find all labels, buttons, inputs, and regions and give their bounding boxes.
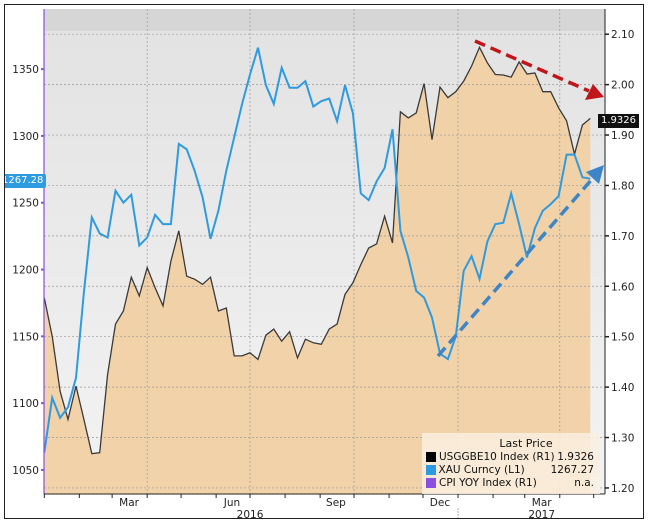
legend-value: 1267.27	[550, 463, 594, 476]
legend-swatch-blue	[426, 464, 436, 475]
legend-item-usggbe10: USGGBE10 Index (R1) 1.9326	[422, 450, 600, 463]
right-axis-tick-label: 1.20	[611, 483, 634, 495]
right-axis-tick-label: 1.30	[611, 433, 634, 445]
x-axis-year-label: 2016	[237, 509, 264, 519]
x-axis-year-label: 2017	[528, 509, 555, 519]
red-trend-arrow-line	[474, 39, 590, 93]
right-axis-tick-label: 1.50	[611, 332, 634, 344]
legend-item-cpi: CPI YOY Index (R1) n.a.	[422, 476, 600, 489]
left-last-value-badge: 1267.28	[4, 174, 47, 188]
blue-trend-arrow-line	[436, 176, 595, 358]
legend-item-xau: XAU Curncy (L1) 1267.27	[422, 463, 600, 476]
right-axis-tick-label: 1.90	[611, 130, 634, 142]
right-badge-text: 1.9326	[601, 115, 636, 126]
legend-value: 1.9326	[557, 450, 594, 463]
right-axis-tick-label: 1.40	[611, 382, 634, 394]
right-axis-tick-label: 1.60	[611, 281, 634, 293]
x-axis-tick-label: Mar	[119, 497, 139, 509]
red-trend-arrowhead	[585, 84, 604, 100]
legend-title: Last Price	[499, 437, 553, 450]
right-axis-tick-label: 1.80	[611, 180, 634, 192]
legend: Last Price USGGBE10 Index (R1) 1.9326 XA…	[422, 433, 600, 494]
chart-svg: 1050 1100 1150 1200 1250 1300 1350 1.20 1.30 1.40…	[12, 9, 634, 519]
legend-swatch-purple	[426, 477, 436, 488]
breakeven-line	[43, 45, 591, 455]
gold-price-line	[43, 47, 591, 453]
chart-frame: 1050 1100 1150 1200 1250 1300 1350 1.20 1.30 1.40…	[4, 4, 644, 519]
x-axis-tick-label: Jun	[223, 497, 240, 509]
plot-top-band	[44, 9, 605, 31]
legend-name: CPI YOY Index (R1)	[439, 476, 537, 489]
x-axis-tick-label: Mar	[532, 497, 552, 509]
left-axis-tick-label: 1150	[12, 331, 39, 343]
right-axis-tick-label: 1.70	[611, 231, 634, 243]
left-axis-tick-label: 1350	[12, 64, 39, 76]
left-axis-tick-label: 1300	[12, 131, 39, 143]
blue-trend-arrowhead	[586, 165, 604, 184]
breakeven-area	[44, 47, 591, 495]
left-axis-tick-label: 1050	[12, 465, 39, 477]
legend-value: n.a.	[574, 476, 594, 489]
legend-name: XAU Curncy (L1)	[438, 463, 525, 476]
right-last-value-badge: 1.9326	[598, 114, 639, 128]
right-axis-tick-label: 2.00	[611, 80, 634, 92]
right-axis-tick-label: 2.10	[611, 29, 634, 41]
x-axis-tick-label: Dec	[430, 497, 451, 509]
legend-swatch-black	[426, 451, 436, 462]
x-axis-tick-label: Sep	[326, 497, 346, 509]
left-axis-tick-label: 1250	[12, 198, 39, 210]
legend-name: USGGBE10 Index (R1)	[439, 450, 555, 463]
left-badge-text: 1267.28	[4, 175, 44, 186]
left-axis-tick-label: 1100	[12, 398, 39, 410]
left-axis-tick-label: 1200	[12, 265, 39, 277]
